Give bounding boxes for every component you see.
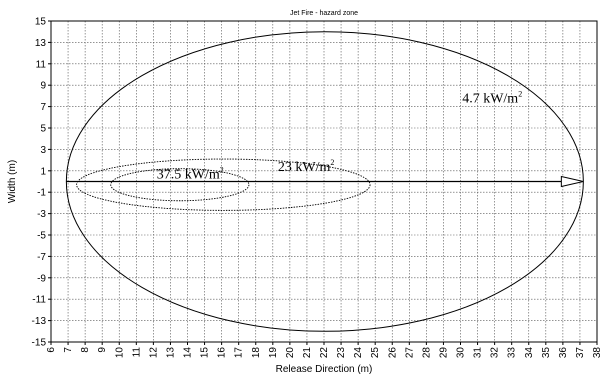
x-axis-label: Release Direction (m)	[276, 364, 373, 375]
y-tick-label: 13	[35, 38, 47, 49]
y-tick-label: -5	[37, 231, 46, 242]
x-tick-label: 37	[575, 347, 586, 359]
y-tick-label: -11	[32, 295, 46, 306]
x-tick-label: 34	[524, 347, 535, 359]
hazard-contour	[110, 168, 250, 202]
y-axis-label: Width (m)	[7, 160, 18, 203]
y-tick-label: 3	[40, 145, 46, 156]
x-tick-label: 12	[148, 347, 159, 359]
x-tick-label: 23	[336, 347, 347, 359]
x-tick-label: 24	[353, 347, 364, 359]
x-tick-label: 8	[80, 347, 91, 353]
y-tick-label: -15	[32, 338, 47, 349]
x-tick-label: 29	[438, 347, 449, 359]
x-tick-label: 19	[268, 347, 279, 359]
x-tick-label: 17	[234, 347, 245, 359]
x-tick-label: 20	[285, 347, 296, 359]
y-tick-label: 7	[40, 102, 46, 113]
hazard-contour	[76, 158, 371, 211]
x-tick-label: 26	[387, 347, 398, 359]
x-tick-label: 30	[456, 347, 467, 359]
x-tick-label: 15	[200, 347, 211, 359]
x-tick-label: 33	[507, 347, 518, 359]
x-tick-label: 21	[302, 347, 313, 359]
x-tick-label: 10	[114, 347, 125, 359]
y-tick-label: 15	[35, 17, 47, 28]
y-tick-label: -1	[37, 188, 46, 199]
y-tick-label: 1	[40, 166, 46, 177]
x-tick-labels: 6 7 8 9 10 11 12 13 14 15 16 17 18 19 20 21 22 23 24 25 26 27…	[46, 342, 603, 358]
chart-title: Jet Fire - hazard zone	[290, 10, 358, 17]
y-tick-labels: 15 13 11 9 7 5 3 1 -1 -3 -5 -7 -9 -11 -13 -15	[32, 17, 51, 349]
x-tick-label: 7	[63, 347, 74, 353]
x-tick-label: 6	[46, 347, 57, 353]
y-tick-label: 5	[40, 124, 46, 135]
contour-label: 37.5 kW/m2	[157, 165, 224, 182]
release-direction-arrow	[66, 175, 584, 188]
x-tick-label: 38	[592, 347, 603, 359]
x-tick-label: 32	[490, 347, 501, 359]
x-tick-label: 28	[421, 347, 432, 359]
y-tick-label: 11	[36, 59, 47, 70]
y-tick-label: 9	[40, 81, 46, 92]
contour-labels: 4.7 kW/m2 23 kW/m2 37.5 kW/m2	[157, 89, 522, 182]
y-tick-label: -9	[37, 273, 46, 284]
y-tick-label: -13	[32, 316, 47, 327]
x-tick-label: 25	[370, 347, 381, 359]
y-tick-label: -7	[37, 252, 46, 263]
y-tick-label: -3	[37, 209, 46, 220]
x-tick-label: 16	[217, 347, 228, 359]
x-tick-label: 18	[251, 347, 262, 359]
x-tick-label: 35	[541, 347, 552, 359]
x-tick-label: 9	[97, 347, 108, 353]
x-tick-label: 11	[131, 347, 142, 358]
x-tick-label: 31	[473, 347, 484, 359]
contour-label: 4.7 kW/m2	[462, 89, 522, 106]
x-tick-label: 13	[165, 347, 176, 359]
contour-label: 23 kW/m2	[278, 158, 335, 175]
release-arrow-head	[560, 175, 584, 188]
x-tick-label: 36	[558, 347, 569, 359]
x-tick-label: 14	[183, 347, 194, 359]
x-tick-label: 22	[319, 347, 330, 359]
x-tick-label: 27	[404, 347, 415, 359]
